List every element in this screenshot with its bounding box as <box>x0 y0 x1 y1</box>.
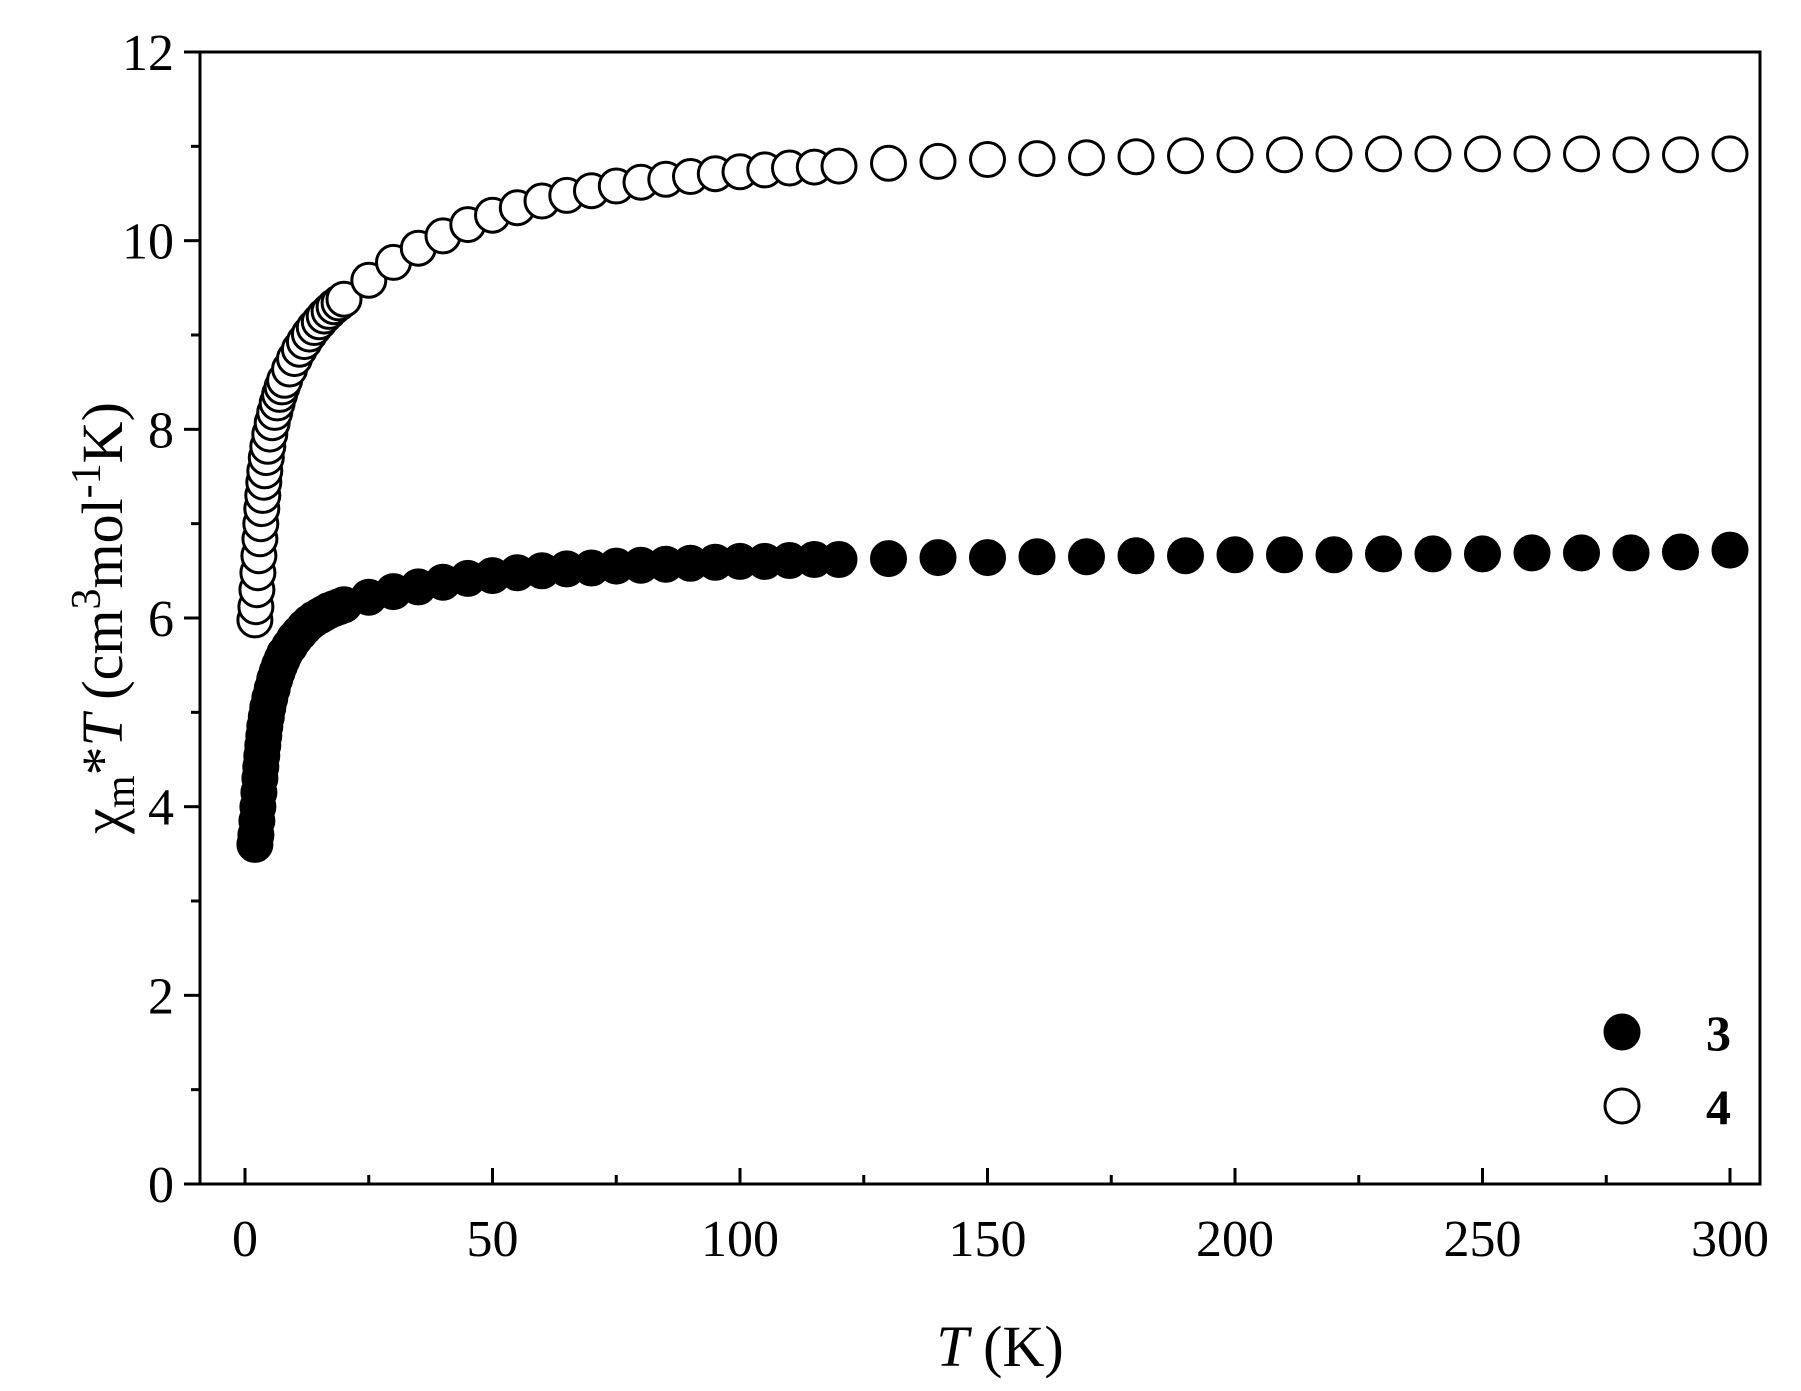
x-axis-ticks: 0 50 100 150 200 250 300 <box>232 1168 1769 1268</box>
data-point-series-4 <box>1513 135 1551 173</box>
y-axis-ticks: 0 2 4 6 8 10 12 <box>122 25 200 1214</box>
legend-marker-open-circle <box>1603 1087 1641 1125</box>
data-point-series-3 <box>969 539 1006 577</box>
x-tick-label: 100 <box>701 1211 779 1268</box>
data-point-series-3 <box>1018 538 1056 576</box>
x-tick-label: 50 <box>467 1211 519 1268</box>
data-point-series-4 <box>1266 136 1303 174</box>
data-point-series-3 <box>870 540 907 578</box>
data-point-series-4 <box>1216 136 1254 174</box>
data-point-series-4 <box>820 147 858 185</box>
y-tick-label: 12 <box>122 25 174 82</box>
data-point-series-3 <box>1167 537 1204 575</box>
data-point-series-4 <box>325 280 363 318</box>
data-point-series-4 <box>1612 136 1650 174</box>
x-tick-label: 200 <box>1196 1211 1274 1268</box>
legend-item-series-4: 4 <box>1603 1079 1731 1135</box>
data-point-series-3 <box>1563 534 1600 572</box>
data-points <box>236 135 1749 863</box>
legend-label-series-3: 3 <box>1706 1005 1731 1061</box>
data-point-series-4 <box>1414 135 1452 173</box>
data-point-series-4 <box>1365 135 1402 173</box>
data-point-series-3 <box>1414 535 1452 573</box>
data-point-series-3 <box>1266 536 1303 574</box>
data-point-series-3 <box>1711 531 1749 569</box>
data-point-series-4 <box>1563 135 1600 173</box>
data-point-series-3 <box>1612 534 1650 572</box>
x-axis-label: T (K) <box>936 1314 1063 1379</box>
y-tick-label: 10 <box>122 214 174 271</box>
legend-marker-filled-circle <box>1603 1013 1641 1051</box>
data-point-series-3 <box>1365 535 1402 573</box>
y-tick-label: 4 <box>148 780 174 837</box>
data-point-series-4 <box>969 141 1006 178</box>
data-point-series-4 <box>1167 137 1204 175</box>
data-point-series-4 <box>1662 136 1699 174</box>
data-point-series-3 <box>1464 535 1501 573</box>
data-point-series-4 <box>1711 135 1749 173</box>
legend-label-series-4: 4 <box>1706 1079 1731 1135</box>
legend-item-series-3: 3 <box>1603 1005 1731 1061</box>
x-tick-label: 0 <box>232 1211 258 1268</box>
x-tick-label: 150 <box>949 1211 1027 1268</box>
y-tick-label: 6 <box>148 591 174 648</box>
data-point-series-4 <box>1068 139 1105 177</box>
data-point-series-4 <box>350 261 388 299</box>
y-tick-label: 8 <box>148 402 174 459</box>
y-tick-label: 2 <box>148 968 174 1025</box>
data-point-series-4 <box>919 142 957 180</box>
data-point-series-3 <box>919 539 957 577</box>
y-axis-label: χm*T (cm3mol-1K) <box>64 402 144 835</box>
data-point-series-4 <box>1464 135 1501 173</box>
legend: 3 4 <box>1603 1005 1731 1135</box>
x-tick-label: 250 <box>1444 1211 1522 1268</box>
y-tick-label: 0 <box>148 1157 174 1214</box>
data-point-series-3 <box>1662 533 1699 571</box>
data-point-series-4 <box>1117 138 1155 176</box>
data-point-series-3 <box>1315 536 1353 574</box>
x-tick-label: 300 <box>1691 1211 1769 1268</box>
data-point-series-4 <box>870 144 907 182</box>
data-point-series-3 <box>1068 538 1105 576</box>
data-point-series-4 <box>1315 135 1353 173</box>
data-point-series-3 <box>1513 534 1551 572</box>
data-point-series-3 <box>1117 537 1155 575</box>
data-point-series-3 <box>820 541 858 578</box>
data-point-series-3 <box>1216 536 1254 574</box>
data-point-series-4 <box>1018 140 1056 178</box>
